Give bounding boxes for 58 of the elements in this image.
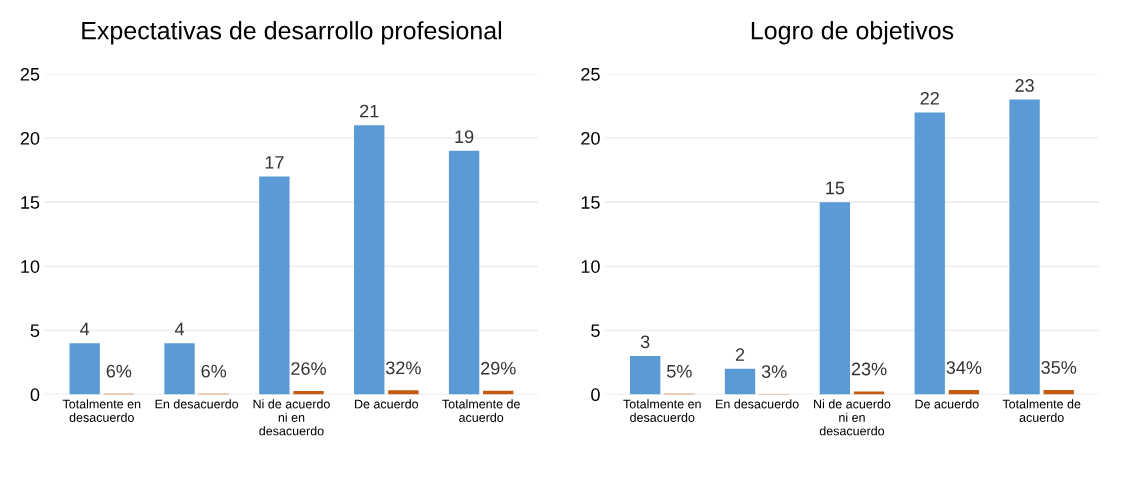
bar: [354, 125, 385, 395]
y-tick-label: 5: [591, 324, 600, 338]
x-tick-label: Totalmente de acuerdo: [442, 399, 520, 422]
data-label: 34%: [946, 361, 982, 374]
x-tick-label: Totalmente en desacuerdo: [62, 399, 141, 422]
bar: [1009, 99, 1040, 395]
data-label: 22: [920, 91, 939, 105]
y-tick-label: 20: [581, 131, 600, 145]
x-tick-label: Totalmente de acuerdo: [1002, 399, 1081, 422]
chart-title: Logro de objetivos: [751, 21, 954, 45]
data-label: 26%: [291, 362, 326, 375]
bar: [448, 150, 480, 395]
x-tick-label: En desacuerdo: [155, 399, 239, 409]
y-tick-label: 0: [30, 388, 40, 402]
data-label: 17: [265, 156, 284, 169]
data-label: 4: [80, 322, 90, 336]
data-label: 23%: [851, 362, 887, 376]
x-tick-label: De acuerdo: [355, 399, 419, 409]
bar: [69, 343, 100, 395]
bar: [819, 202, 851, 395]
x-tick-label: En desacuerdo: [716, 399, 799, 409]
y-tick-label: 25: [581, 67, 600, 81]
bar: [259, 176, 290, 395]
data-label: 2: [735, 348, 745, 361]
data-label: 23: [1015, 79, 1034, 92]
y-tick-label: 20: [20, 131, 40, 145]
data-label: 32%: [386, 361, 421, 375]
chart-title: Expectativas de desarrollo profesional: [82, 21, 502, 45]
data-label: 4: [174, 322, 185, 336]
data-label: 19: [455, 130, 474, 144]
data-label: 5%: [667, 364, 692, 378]
bar: [914, 112, 945, 395]
x-tick-label: Ni de acuerdo ni en desacuerdo: [253, 399, 330, 436]
bar: [630, 355, 661, 395]
x-tick-label: Ni de acuerdo ni en desacuerdo: [814, 399, 891, 436]
data-label: 29%: [481, 361, 516, 375]
y-tick-label: 15: [581, 196, 600, 209]
bar: [724, 368, 756, 395]
data-label: 6%: [106, 364, 132, 378]
y-tick-label: 5: [30, 324, 40, 338]
data-label: 35%: [1041, 361, 1077, 374]
data-label: 6%: [201, 364, 227, 378]
x-tick-label: De acuerdo: [915, 399, 979, 409]
data-label: 15: [826, 181, 845, 195]
data-label: 3: [640, 335, 650, 349]
y-tick-label: 10: [21, 260, 40, 273]
y-tick-label: 10: [581, 260, 600, 273]
y-tick-label: 25: [20, 67, 40, 81]
x-tick-label: Totalmente en desacuerdo: [623, 399, 701, 422]
y-tick-label: 15: [21, 196, 40, 209]
bar: [853, 391, 885, 395]
y-tick-label: 0: [591, 388, 600, 402]
data-label: 3%: [761, 365, 787, 378]
bar: [948, 390, 980, 395]
bar: [293, 391, 324, 395]
bar: [388, 390, 419, 395]
bar: [164, 343, 195, 395]
data-label: 21: [360, 104, 379, 118]
